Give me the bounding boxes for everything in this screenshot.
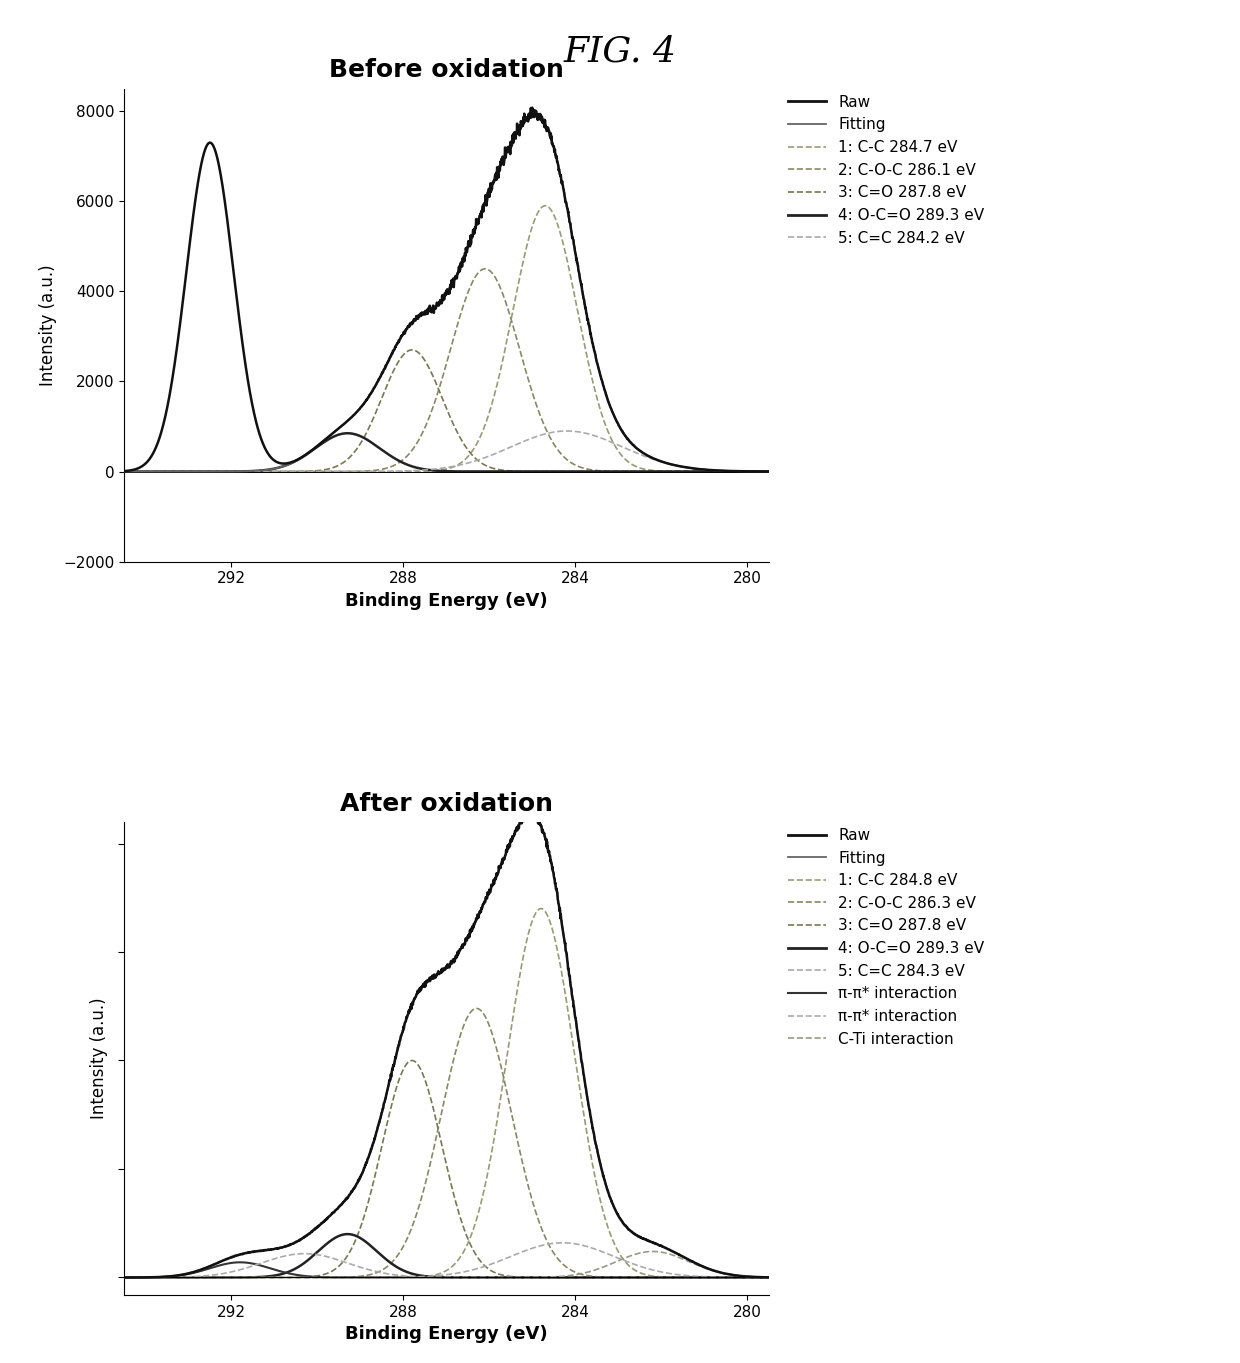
X-axis label: Binding Energy (eV): Binding Energy (eV) xyxy=(345,1325,548,1343)
Y-axis label: Intensity (a.u.): Intensity (a.u.) xyxy=(40,264,57,386)
Legend: Raw, Fitting, 1: C-C 284.8 eV, 2: C-O-C 286.3 eV, 3: C=O 287.8 eV, 4: O-C=O 289.: Raw, Fitting, 1: C-C 284.8 eV, 2: C-O-C … xyxy=(781,822,991,1052)
Title: After oxidation: After oxidation xyxy=(340,792,553,815)
Legend: Raw, Fitting, 1: C-C 284.7 eV, 2: C-O-C 286.1 eV, 3: C=O 287.8 eV, 4: O-C=O 289.: Raw, Fitting, 1: C-C 284.7 eV, 2: C-O-C … xyxy=(781,89,991,252)
Title: Before oxidation: Before oxidation xyxy=(329,59,564,83)
Y-axis label: Intensity (a.u.): Intensity (a.u.) xyxy=(91,998,108,1119)
Text: FIG. 4: FIG. 4 xyxy=(563,34,677,68)
X-axis label: Binding Energy (eV): Binding Energy (eV) xyxy=(345,592,548,609)
